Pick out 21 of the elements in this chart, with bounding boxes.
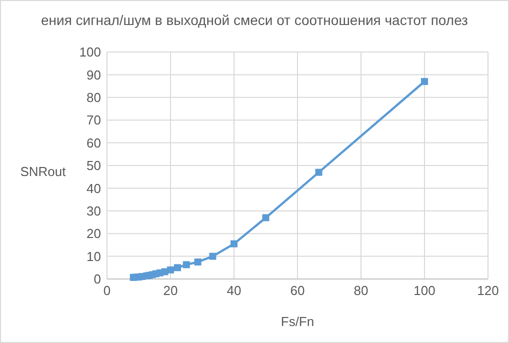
y-tick-label: 90 (86, 67, 101, 82)
chart-title: ения сигнал/шум в выходной смеси от соотношения частот полез (41, 12, 468, 28)
y-tick-label: 50 (86, 158, 101, 174)
x-tick-label: 40 (226, 283, 242, 298)
x-tick-label: 80 (354, 283, 368, 298)
x-axis-title: Fs/Fn (280, 314, 314, 329)
y-tick-label: 10 (86, 248, 101, 264)
y-tick-label: 0 (94, 272, 101, 287)
y-tick-label: 60 (86, 135, 101, 150)
y-tick-label: 30 (86, 203, 101, 218)
x-tick-label: 20 (163, 283, 178, 298)
y-tick-label: 40 (86, 180, 101, 196)
y-tick-label: 100 (79, 44, 101, 60)
y-tick-label: 80 (86, 90, 101, 105)
x-tick-label: 60 (290, 283, 305, 298)
y-axis-title: SNRout (20, 164, 66, 179)
x-tick-label: 120 (477, 283, 499, 298)
x-tick-label: 0 (103, 283, 111, 298)
x-tick-label: 100 (414, 283, 436, 298)
y-tick-label: 20 (86, 226, 101, 242)
y-tick-label: 70 (86, 112, 101, 128)
